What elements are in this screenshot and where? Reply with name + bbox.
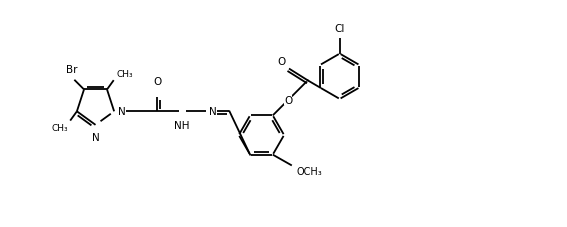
Text: OCH₃: OCH₃	[297, 166, 323, 176]
Text: CH₃: CH₃	[116, 70, 133, 79]
Text: N: N	[119, 107, 126, 117]
Text: N: N	[92, 133, 99, 142]
Text: CH₃: CH₃	[51, 123, 67, 132]
Text: O: O	[277, 57, 286, 67]
Text: N: N	[209, 107, 217, 117]
Text: O: O	[284, 96, 293, 106]
Text: O: O	[153, 76, 162, 86]
Text: Br: Br	[66, 64, 78, 74]
Text: NH: NH	[174, 120, 189, 130]
Text: Cl: Cl	[335, 24, 345, 34]
